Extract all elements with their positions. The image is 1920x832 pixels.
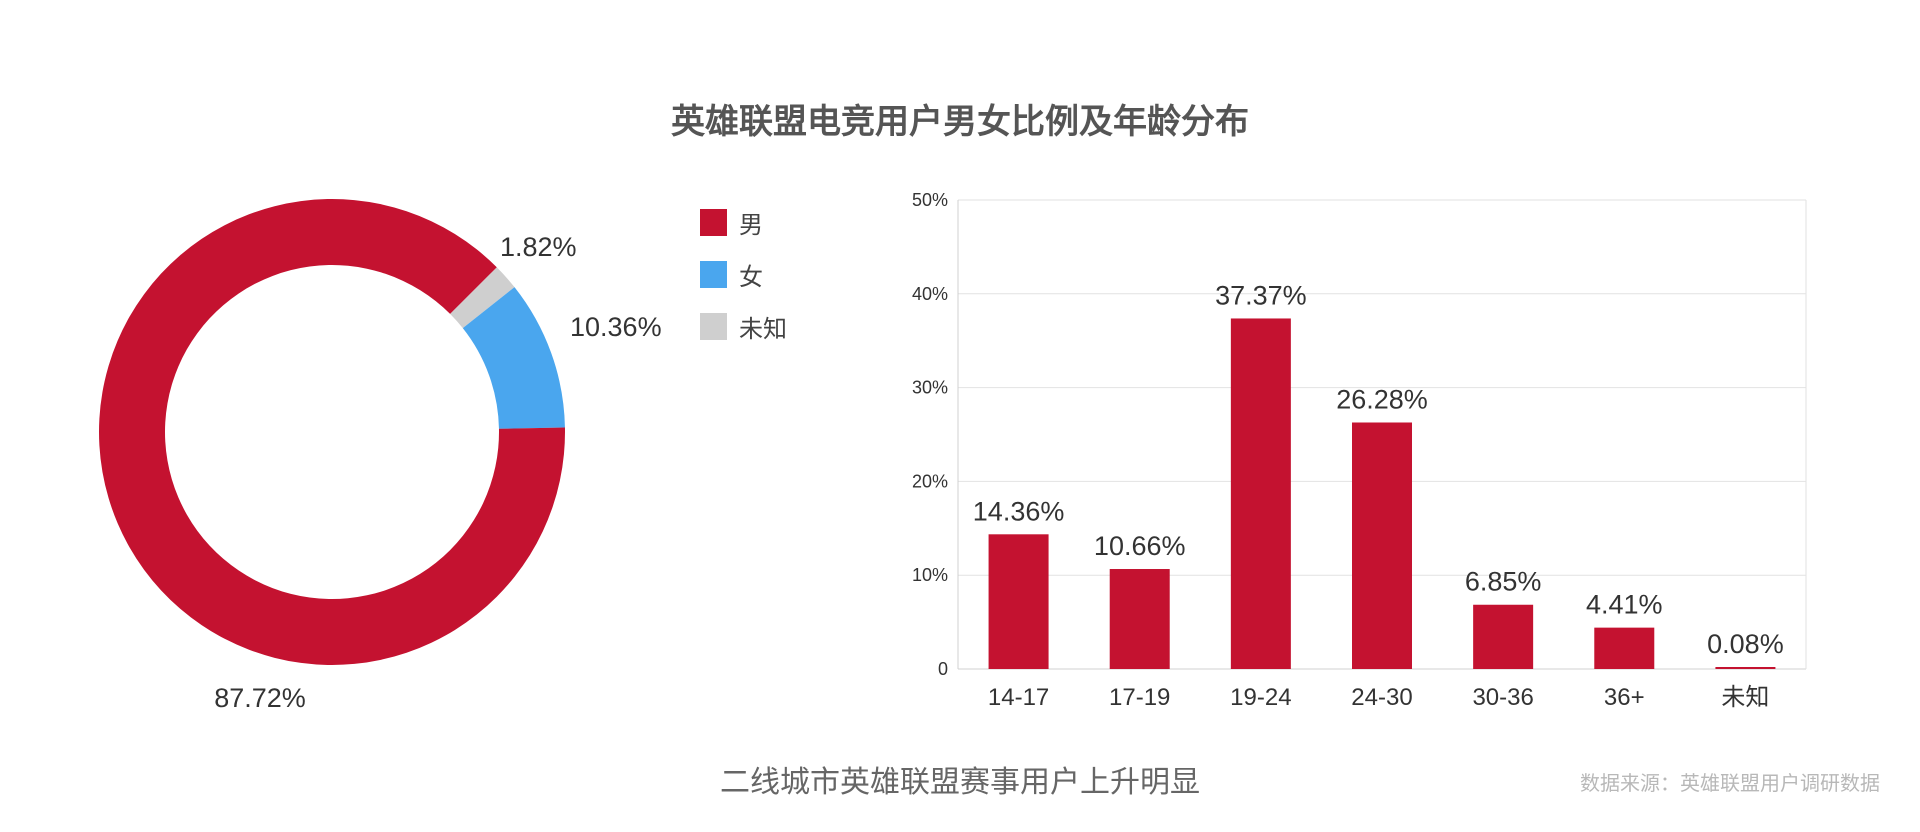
- bar-24-30: [1352, 422, 1412, 669]
- bar-value-label: 14.36%: [973, 496, 1065, 526]
- donut-slice-unknown: [450, 267, 515, 329]
- age-bar-chart: 0 10% 20% 30% 40% 50% 14.36% 14-17 10.66% 17-19 37…: [912, 190, 1807, 711]
- y-tick-label: 10%: [912, 565, 948, 585]
- y-tick-label: 50%: [912, 190, 948, 210]
- x-tick-label: 17-19: [1109, 684, 1170, 711]
- legend-item-female: 女: [700, 248, 787, 300]
- bar-14-17: [988, 534, 1049, 669]
- x-tick-label: 未知: [1721, 684, 1769, 711]
- legend-item-male: 男: [700, 196, 787, 248]
- x-tick-label: 19-24: [1230, 684, 1291, 711]
- bar-19-24: [1230, 318, 1291, 669]
- chart-title: 英雄联盟电竞用户男女比例及年龄分布: [671, 103, 1249, 141]
- donut-label-unknown: 1.82%: [500, 232, 577, 262]
- donut-legend: 男 女 未知: [700, 196, 787, 352]
- x-tick-label: 14-17: [988, 684, 1049, 711]
- bar-value-label: 0.08%: [1707, 629, 1784, 659]
- bar-value-label: 37.37%: [1215, 280, 1307, 310]
- donut-chart: 87.72% 10.36% 1.82%: [99, 198, 662, 713]
- y-tick-label: 40%: [912, 284, 948, 304]
- bar-36+: [1594, 627, 1655, 669]
- legend-item-unknown: 未知: [700, 300, 787, 352]
- donut-label-male: 87.72%: [214, 683, 306, 713]
- donut-slice-female: [462, 287, 565, 429]
- y-tick-label: 0: [938, 659, 948, 679]
- bar-value-label: 4.41%: [1586, 590, 1663, 620]
- bar-30-36: [1473, 604, 1534, 669]
- y-tick-label: 20%: [912, 471, 948, 491]
- chart-caption: 二线城市英雄联盟赛事用户上升明显: [720, 766, 1200, 799]
- legend-label-female: 女: [739, 263, 763, 291]
- x-tick-label: 30-36: [1472, 684, 1533, 711]
- bar-未知: [1715, 667, 1776, 669]
- legend-swatch-unknown: [700, 312, 727, 340]
- donut-slice-male: [99, 198, 566, 665]
- y-tick-label: 30%: [912, 378, 948, 398]
- bar-value-label: 6.85%: [1465, 567, 1542, 597]
- donut-label-female: 10.36%: [570, 312, 662, 342]
- bar-17-19: [1109, 569, 1170, 669]
- legend-swatch-male: [700, 208, 727, 236]
- data-source-note: 数据来源：英雄联盟用户调研数据: [1580, 773, 1880, 795]
- legend-swatch-female: [700, 260, 727, 288]
- bar-value-label: 10.66%: [1094, 531, 1186, 561]
- legend-label-male: 男: [739, 211, 763, 239]
- x-tick-label: 24-30: [1351, 684, 1412, 711]
- bar-value-label: 26.28%: [1336, 384, 1428, 414]
- x-tick-label: 36+: [1604, 684, 1645, 711]
- legend-label-unknown: 未知: [739, 315, 787, 343]
